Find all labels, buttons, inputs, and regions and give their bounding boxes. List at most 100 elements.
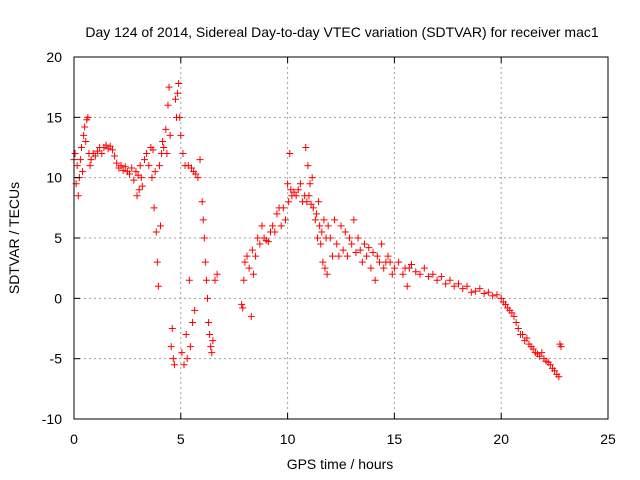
data-point bbox=[170, 361, 178, 369]
data-point bbox=[160, 144, 168, 151]
data-point bbox=[373, 252, 381, 260]
y-tick-label: 5 bbox=[54, 230, 62, 246]
x-axis-ticks: 0 5 10 15 20 25 bbox=[70, 57, 616, 447]
data-point bbox=[182, 331, 190, 339]
grid bbox=[74, 57, 608, 419]
data-point bbox=[254, 234, 262, 242]
data-point bbox=[316, 222, 324, 230]
data-point bbox=[80, 131, 88, 139]
data-point bbox=[305, 192, 313, 200]
data-point bbox=[356, 246, 364, 254]
data-point bbox=[420, 264, 428, 272]
data-point bbox=[269, 222, 277, 230]
data-point bbox=[538, 349, 546, 357]
data-point bbox=[437, 273, 445, 281]
data-point bbox=[208, 349, 216, 357]
data-point bbox=[252, 252, 260, 260]
data-point bbox=[117, 162, 125, 170]
data-point bbox=[319, 258, 327, 266]
data-point bbox=[106, 142, 114, 150]
data-point bbox=[157, 222, 165, 230]
chart-title: Day 124 of 2014, Sidereal Day-to-day VTE… bbox=[85, 24, 598, 40]
data-point bbox=[308, 174, 316, 182]
data-point bbox=[174, 89, 182, 97]
data-point bbox=[341, 228, 349, 236]
data-point bbox=[186, 343, 194, 351]
data-point bbox=[358, 258, 366, 266]
data-point bbox=[551, 367, 559, 375]
data-point bbox=[163, 150, 171, 158]
data-point bbox=[165, 83, 173, 91]
data-point bbox=[384, 252, 392, 260]
x-tick-label: 10 bbox=[280, 431, 296, 447]
data-point bbox=[204, 294, 211, 302]
data-point bbox=[514, 325, 522, 332]
x-axis-label: GPS time / hours bbox=[287, 456, 394, 472]
data-point bbox=[328, 252, 336, 260]
data-point bbox=[73, 162, 81, 170]
data-point bbox=[390, 264, 398, 272]
data-point bbox=[326, 234, 334, 242]
data-point bbox=[493, 291, 501, 299]
data-point bbox=[178, 349, 186, 357]
data-point bbox=[137, 174, 145, 182]
data-point bbox=[343, 252, 351, 260]
data-point bbox=[337, 222, 345, 230]
data-point bbox=[416, 270, 424, 278]
data-point bbox=[352, 248, 360, 256]
data-point bbox=[238, 300, 246, 308]
data-point bbox=[367, 264, 375, 272]
x-tick-label: 20 bbox=[493, 431, 509, 447]
data-point bbox=[154, 282, 162, 290]
data-point bbox=[239, 304, 247, 312]
data-point bbox=[86, 162, 94, 170]
data-point bbox=[194, 174, 202, 182]
data-point bbox=[240, 276, 248, 284]
data-point bbox=[331, 216, 339, 224]
data-point bbox=[264, 238, 272, 246]
data-point bbox=[171, 95, 179, 103]
data-point bbox=[286, 150, 294, 158]
data-point bbox=[285, 198, 293, 206]
data-point bbox=[321, 264, 329, 272]
data-point bbox=[201, 258, 209, 266]
data-point bbox=[459, 285, 467, 293]
data-point bbox=[187, 164, 195, 172]
data-point bbox=[369, 248, 377, 256]
y-tick-label: -10 bbox=[42, 411, 62, 427]
data-point bbox=[412, 268, 420, 276]
data-point bbox=[192, 170, 200, 178]
data-point bbox=[82, 137, 90, 145]
data-point bbox=[546, 361, 554, 369]
data-point bbox=[281, 216, 289, 224]
data-point bbox=[198, 198, 206, 206]
data-point bbox=[177, 131, 185, 139]
data-point bbox=[155, 162, 163, 170]
data-point bbox=[84, 113, 92, 121]
data-point bbox=[311, 216, 319, 224]
data-point bbox=[136, 162, 144, 170]
data-point bbox=[74, 192, 82, 200]
data-point bbox=[108, 146, 116, 154]
data-point bbox=[388, 270, 396, 278]
data-point bbox=[296, 180, 304, 188]
data-point bbox=[472, 287, 480, 295]
data-point bbox=[339, 246, 347, 254]
data-point bbox=[130, 176, 138, 184]
data-point bbox=[159, 137, 167, 145]
data-point bbox=[126, 170, 134, 178]
data-point bbox=[523, 334, 531, 342]
data-point bbox=[151, 168, 159, 176]
data-point bbox=[183, 355, 191, 363]
data-point bbox=[555, 373, 563, 381]
data-point bbox=[180, 361, 188, 369]
data-point bbox=[245, 264, 253, 272]
data-point bbox=[309, 204, 317, 212]
data-point bbox=[463, 282, 471, 290]
data-point bbox=[152, 228, 160, 236]
data-point bbox=[405, 264, 413, 272]
y-tick-label: -5 bbox=[50, 351, 63, 367]
data-point bbox=[371, 276, 379, 284]
data-point bbox=[102, 141, 110, 149]
